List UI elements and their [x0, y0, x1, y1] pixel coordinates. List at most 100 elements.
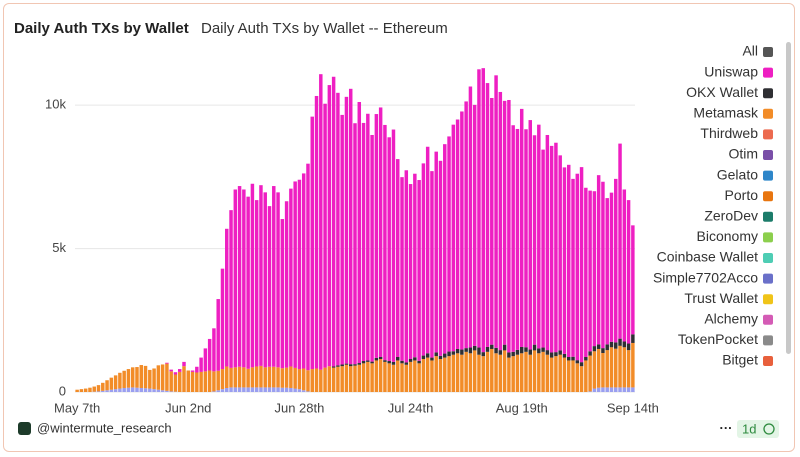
bar-segment: [596, 348, 601, 388]
interval-label: 1d: [742, 421, 756, 436]
bar-segment: [182, 361, 186, 367]
bar-segment: [237, 366, 242, 388]
scrollbar[interactable]: [786, 42, 791, 354]
bar-segment: [605, 350, 609, 388]
bar-segment: [537, 348, 541, 354]
bar-segment: [592, 351, 597, 389]
bar-segment: [242, 367, 246, 388]
bar-segment: [361, 122, 366, 362]
bar-segment: [336, 366, 340, 392]
bar-segment: [596, 175, 601, 345]
bar-segment: [511, 125, 515, 352]
legend-label[interactable]: Alchemy: [704, 311, 758, 327]
legend-label[interactable]: Gelato: [717, 166, 758, 182]
bar-segment: [404, 364, 409, 392]
legend-label[interactable]: Porto: [725, 187, 759, 203]
more-button[interactable]: ···: [720, 420, 733, 435]
bar-segment: [336, 365, 340, 367]
bar-segment: [199, 371, 203, 392]
legend-label[interactable]: Thirdweb: [700, 125, 758, 141]
bar-segment: [233, 367, 238, 388]
y-tick-label: 0: [59, 383, 66, 398]
legend-label[interactable]: Simple7702Acco: [653, 269, 758, 285]
bar-segment: [340, 366, 344, 392]
bar-segment: [361, 363, 366, 392]
bar-segment: [113, 375, 118, 390]
bar-segment: [340, 364, 344, 367]
bar-segment: [366, 360, 370, 362]
bar-segment: [254, 200, 259, 367]
bar-segment: [417, 363, 421, 392]
bar-segment: [190, 370, 195, 372]
bar-segment: [601, 181, 605, 349]
bar-segment: [601, 387, 605, 392]
bar-segment: [233, 189, 238, 368]
bar-segment: [323, 367, 327, 392]
bar-segment: [575, 173, 580, 361]
bar-segment: [130, 367, 135, 388]
legend-label[interactable]: Bitget: [722, 352, 758, 368]
bar-segment: [327, 85, 332, 367]
bar-segment: [143, 365, 148, 389]
bar-segment: [225, 228, 229, 367]
bar-segment: [447, 136, 451, 352]
legend-label[interactable]: ZeroDev: [704, 208, 758, 224]
bar-segment: [498, 354, 503, 392]
bar-segment: [631, 387, 635, 392]
bar-segment: [498, 350, 503, 355]
x-tick-label: Sep 14th: [607, 400, 659, 415]
bar-segment: [592, 388, 597, 392]
bar-segment: [391, 129, 396, 362]
bar-segment: [370, 361, 374, 364]
legend-swatch: [763, 191, 773, 202]
legend-label[interactable]: Otim: [728, 146, 758, 162]
bar-segment: [323, 103, 327, 368]
bar-segment: [443, 144, 447, 354]
bar-segment: [284, 367, 289, 388]
bar-segment: [122, 370, 126, 388]
legend-label[interactable]: Uniswap: [704, 63, 758, 79]
bar-segment: [549, 145, 554, 353]
bar-segment: [276, 367, 280, 388]
bar-segment: [524, 347, 528, 352]
legend-label[interactable]: Coinbase Wallet: [657, 249, 759, 265]
interval-icon: [763, 423, 775, 435]
bar-segment: [515, 349, 520, 355]
legend-label[interactable]: TokenPocket: [678, 331, 758, 347]
bar-segment: [425, 146, 430, 354]
bar-segment: [609, 347, 614, 388]
legend-label[interactable]: Biconomy: [697, 228, 758, 244]
bar-segment: [413, 173, 417, 358]
bar-segment: [400, 360, 404, 364]
bar-segment: [267, 206, 272, 367]
bar-segment: [498, 91, 503, 351]
bar-segment: [148, 388, 152, 392]
bar-segment: [447, 356, 451, 392]
bar-segment: [460, 354, 464, 392]
bar-segment: [537, 353, 541, 392]
x-tick-label: Aug 19th: [496, 400, 548, 415]
bar-segment: [477, 347, 481, 355]
bar-segment: [254, 366, 259, 388]
bar-segment: [584, 360, 588, 392]
bar-segment: [618, 338, 622, 346]
legend-label[interactable]: OKX Wallet: [686, 84, 758, 100]
bar-segment: [254, 387, 259, 392]
bar-segment: [434, 352, 438, 357]
bar-segment: [272, 366, 276, 388]
bar-segment: [216, 299, 220, 371]
bar-segment: [182, 366, 186, 392]
bar-segment: [348, 364, 353, 367]
bar-segment: [195, 372, 199, 392]
legend-label[interactable]: All: [742, 43, 758, 59]
bar-segment: [614, 342, 618, 349]
bar-segment: [259, 185, 263, 366]
legend-label[interactable]: Trust Wallet: [684, 290, 758, 306]
legend-label[interactable]: Metamask: [693, 105, 759, 121]
bar-segment: [609, 341, 614, 348]
bar-segment: [130, 387, 135, 392]
bar-segment: [280, 387, 285, 392]
bar-segment: [451, 354, 456, 392]
bar-segment: [357, 364, 362, 392]
bar-segment: [306, 391, 310, 392]
